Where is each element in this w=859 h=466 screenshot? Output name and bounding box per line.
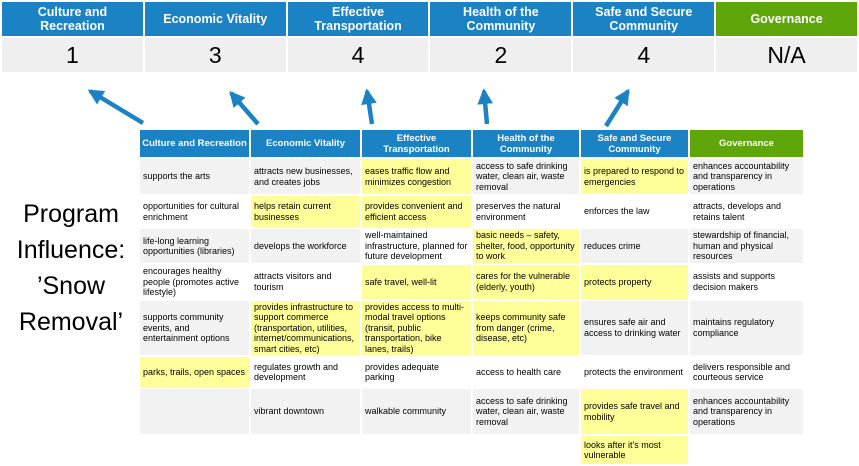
cell-r7-c4: looks after it's most vulnerable	[581, 436, 688, 464]
cell-r7-c5	[690, 436, 803, 464]
cell-r7-c3	[473, 436, 579, 464]
cell-r2-c1: develops the workforce	[251, 229, 360, 263]
cell-r7-c1	[251, 436, 360, 464]
matrix-head: Culture and Recreation Economic Vitality E…	[140, 130, 803, 157]
matrix-row-7: looks after it's most vulnerable	[140, 436, 803, 464]
cell-r0-c0: supports the arts	[140, 159, 249, 194]
matrix-header-row: Culture and Recreation Economic Vitality E…	[140, 130, 803, 157]
cell-r4-c4: ensures safe air and access to drinking …	[581, 300, 688, 355]
scoreboard-score-1: 3	[144, 38, 286, 72]
scoreboard-score-4: 4	[573, 38, 715, 72]
scoreboard-header-1: Economic Vitality	[144, 2, 286, 36]
cell-r6-c5: enhances accountability and transparency…	[690, 389, 803, 434]
scoreboard-header-4: Safe and Secure Community	[573, 2, 715, 36]
cell-r5-c0: parks, trails, open spaces	[140, 357, 249, 387]
cell-r0-c4: is prepared to respond to emergencies	[581, 159, 688, 194]
influence-arrow-health	[477, 88, 494, 125]
matrix-header-3: Health of the Community	[473, 130, 579, 157]
cell-r5-c1: regulates growth and development	[251, 357, 360, 387]
program-label-line-0: Program	[23, 200, 119, 228]
cell-r2-c4: reduces crime	[581, 229, 688, 263]
matrix-header-0: Culture and Recreation	[140, 130, 249, 157]
scoreboard-score-5: N/A	[716, 38, 857, 72]
cell-r2-c0: life-long learning opportunities (librar…	[140, 229, 249, 263]
cell-r6-c1: vibrant downtown	[251, 389, 360, 434]
influence-arrow-economic	[229, 90, 260, 126]
matrix-body: supports the arts attracts new businesses…	[140, 159, 803, 464]
scoreboard-score-0: 1	[2, 38, 143, 72]
scoreboard: Culture and Recreation Economic Vitality E…	[2, 2, 857, 72]
scoreboard-headers: Culture and Recreation Economic Vitality E…	[2, 2, 857, 36]
matrix-row-3: encourages healthy people (promotes acti…	[140, 265, 803, 299]
cell-r0-c3: access to safe drinking water, clean air…	[473, 159, 579, 194]
cell-r6-c4: provides safe travel and mobility	[581, 389, 688, 434]
matrix-header-1: Economic Vitality	[251, 130, 360, 157]
matrix-row-6: vibrant downtown walkable community access…	[140, 389, 803, 434]
scoreboard-header-0: Culture and Recreation	[2, 2, 143, 36]
matrix-header-4: Safe and Secure Community	[581, 130, 688, 157]
program-label: Program Influence: ’Snow Removal’	[0, 196, 142, 340]
cell-r3-c5: assists and supports decision makers	[690, 265, 803, 299]
cell-r4-c5: maintains regulatory compliance	[690, 300, 803, 355]
cell-r4-c0: supports community events, and entertain…	[140, 300, 249, 355]
matrix-header-5: Governance	[690, 130, 803, 157]
cell-r6-c2: walkable community	[362, 389, 471, 434]
cell-r3-c0: encourages healthy people (promotes acti…	[140, 265, 249, 299]
cell-r4-c3: keeps community safe from danger (crime,…	[473, 300, 579, 355]
program-label-line-2: ’Snow	[36, 272, 106, 300]
scoreboard-header-3: Health of the Community	[430, 2, 572, 36]
matrix-row-1: opportunities for cultural enrichment hel…	[140, 196, 803, 227]
cell-r1-c3: preserves the natural environment	[473, 196, 579, 227]
cell-r5-c2: provides adequate parking	[362, 357, 471, 387]
cell-r0-c1: attracts new businesses, and creates job…	[251, 159, 360, 194]
cell-r5-c3: access to health care	[473, 357, 579, 387]
cell-r4-c1: provides infrastructure to support comme…	[251, 300, 360, 355]
matrix-row-0: supports the arts attracts new businesses…	[140, 159, 803, 194]
cell-r0-c2: eases traffic flow and minimizes congest…	[362, 159, 471, 194]
cell-r3-c1: attracts visitors and tourism	[251, 265, 360, 299]
cell-r7-c2	[362, 436, 471, 464]
matrix-header-2: Effective Transportation	[362, 130, 471, 157]
scoreboard-scores: 1 3 4 2 4 N/A	[2, 38, 857, 72]
cell-r1-c4: enforces the law	[581, 196, 688, 227]
cell-r1-c1: helps retain current businesses	[251, 196, 360, 227]
cell-r5-c5: delivers responsible and courteous servi…	[690, 357, 803, 387]
cell-r2-c2: well-maintained infrastructure, planned …	[362, 229, 471, 263]
influence-arrow-transportation	[361, 88, 377, 125]
cell-r1-c2: provides convenient and efficient access	[362, 196, 471, 227]
scoreboard-header-2: Effective Transportation	[287, 2, 429, 36]
cell-r1-c0: opportunities for cultural enrichment	[140, 196, 249, 227]
cell-r3-c4: protects property	[581, 265, 688, 299]
cell-r6-c0	[140, 389, 249, 434]
matrix-row-4: supports community events, and entertain…	[140, 300, 803, 355]
cell-r1-c5: attracts, develops and retains talent	[690, 196, 803, 227]
scoreboard-score-3: 2	[430, 38, 572, 72]
cell-r7-c0	[140, 436, 249, 464]
program-label-line-1: Influence:	[16, 236, 126, 264]
cell-r0-c5: enhances accountability and transparency…	[690, 159, 803, 194]
cell-r3-c3: cares for the vulnerable (elderly, youth…	[473, 265, 579, 299]
influence-matrix: Culture and Recreation Economic Vitality E…	[138, 128, 805, 466]
scoreboard-header-5: Governance	[716, 2, 857, 36]
program-label-line-3: Removal’	[18, 308, 124, 336]
matrix-row-2: life-long learning opportunities (librar…	[140, 229, 803, 263]
influence-arrow-safe	[604, 88, 630, 128]
cell-r2-c5: stewardship of financial, human and phys…	[690, 229, 803, 263]
scoreboard-score-2: 4	[287, 38, 429, 72]
cell-r6-c3: access to safe drinking water, clean air…	[473, 389, 579, 434]
influence-arrow-culture	[87, 89, 145, 125]
cell-r2-c3: basic needs – safety, shelter, food, opp…	[473, 229, 579, 263]
cell-r3-c2: safe travel, well-lit	[362, 265, 471, 299]
cell-r4-c2: provides access to multi-modal travel op…	[362, 300, 471, 355]
cell-r5-c4: protects the environment	[581, 357, 688, 387]
matrix-row-5: parks, trails, open spaces regulates grow…	[140, 357, 803, 387]
